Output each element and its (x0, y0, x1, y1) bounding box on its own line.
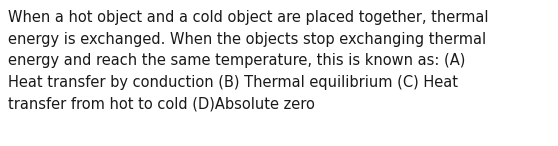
Text: When a hot object and a cold object are placed together, thermal
energy is excha: When a hot object and a cold object are … (8, 10, 489, 112)
